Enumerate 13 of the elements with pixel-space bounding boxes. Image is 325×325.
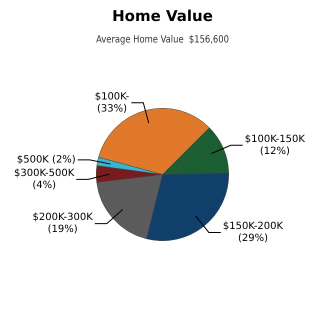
slice-label: $500K (2%) xyxy=(16,154,76,166)
chart-subtitle: Average Home Value $156,600 xyxy=(96,34,230,46)
slice-label: $300K-500K xyxy=(14,168,75,179)
slice-label: $100K- xyxy=(94,91,130,102)
data-label: (29%) xyxy=(238,233,268,244)
data-label: (33%) xyxy=(96,103,128,114)
data-label: (12%) xyxy=(260,146,290,157)
slice-label: $100K-150K xyxy=(244,134,306,145)
data-label: (19%) xyxy=(48,224,78,236)
slice-label: $200K-300K xyxy=(32,212,94,224)
slice-label: $150K-200K xyxy=(222,221,284,232)
data-label: (4%) xyxy=(32,180,56,191)
chart-title: Home Value xyxy=(112,6,213,25)
